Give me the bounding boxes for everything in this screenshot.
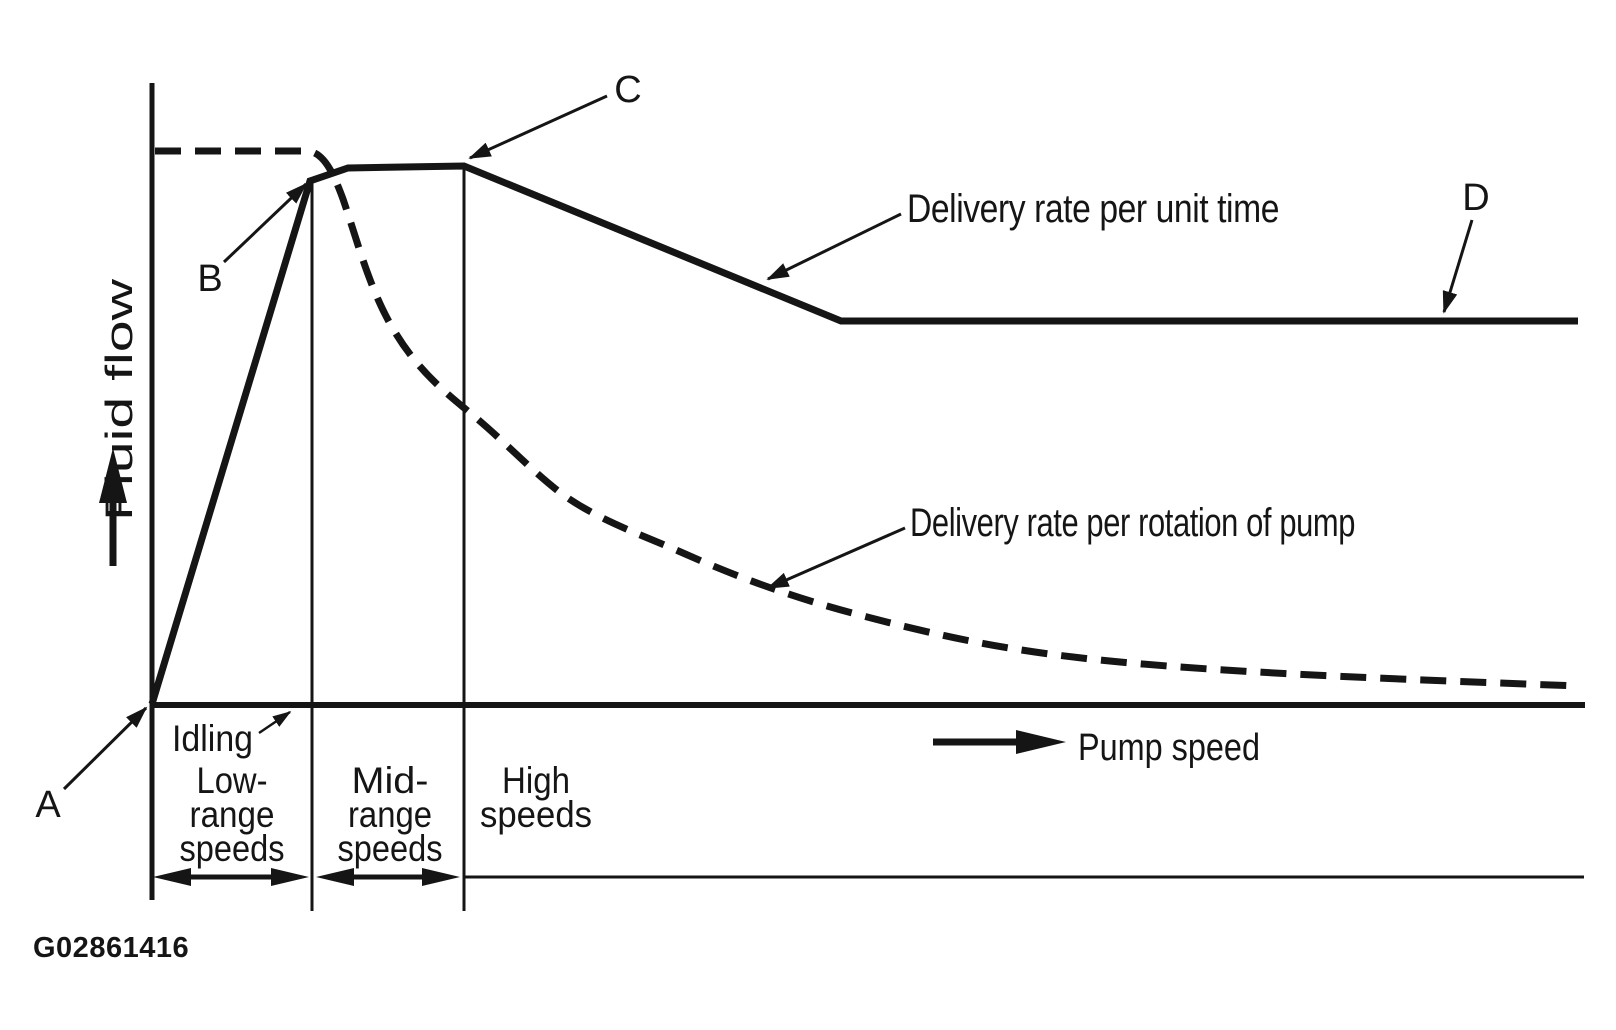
point-c-arrow: [468, 94, 608, 160]
point-b-arrow: [222, 182, 308, 264]
low-range-label: Low- range speeds: [180, 760, 285, 869]
high-speeds-line2: speeds: [480, 794, 592, 835]
x-axis: Pump speed: [150, 702, 1585, 769]
dashed-curve-arrow: [766, 526, 906, 590]
mid-range-label: Mid- range speeds: [338, 760, 443, 869]
low-range-line3: speeds: [180, 828, 285, 869]
dashed-curve-annotation: Delivery rate per rotation of pump: [766, 501, 1356, 590]
point-b-label: B: [197, 258, 222, 300]
low-range-span-right-head: [271, 868, 309, 886]
mid-range-span-right-head: [422, 868, 460, 886]
idling-annotation: Idling: [172, 710, 292, 759]
solid-curve-arrow: [766, 212, 902, 281]
high-speeds-label: High speeds: [480, 760, 592, 835]
low-range-line2: range: [190, 794, 275, 835]
dashed-curve-delivery-per-rotation: [155, 147, 1579, 690]
point-d-label: D: [1462, 177, 1489, 219]
idling-label: Idling: [172, 718, 253, 759]
x-arrow-head: [1016, 730, 1066, 754]
low-range-span-left-head: [153, 868, 191, 886]
high-speeds-line1: High: [502, 760, 570, 801]
point-c-annotation: C: [468, 69, 642, 160]
x-axis-direction-arrow-icon: [933, 730, 1066, 754]
y-arrow-head: [99, 448, 127, 503]
x-axis-label: Pump speed: [1078, 727, 1260, 769]
mid-range-line2: range: [348, 794, 432, 835]
idling-arrow: [258, 710, 292, 735]
point-a-label: A: [35, 784, 61, 826]
point-a-arrow: [62, 706, 148, 791]
y-axis: Fluid flow: [99, 83, 155, 900]
mid-range-span-arrow: [316, 868, 460, 886]
mid-range-span-left-head: [316, 868, 354, 886]
mid-range-line1: Mid-: [352, 760, 429, 801]
solid-curve-delivery-per-unit-time: [148, 162, 1578, 706]
point-d-annotation: D: [1442, 177, 1490, 314]
solid-curve-label: Delivery rate per unit time: [907, 187, 1279, 231]
low-range-line1: Low-: [197, 760, 268, 801]
point-d-arrow: [1442, 219, 1474, 314]
point-a-annotation: A: [35, 706, 148, 826]
y-axis-direction-arrow-icon: [99, 448, 127, 566]
figure-id-code: G02861416: [33, 932, 189, 964]
solid-curve-annotation: Delivery rate per unit time: [766, 187, 1280, 281]
low-range-span-arrow: [153, 868, 309, 886]
dashed-curve-label: Delivery rate per rotation of pump: [910, 501, 1355, 545]
point-b-annotation: B: [197, 182, 308, 300]
mid-range-line3: speeds: [338, 828, 443, 869]
point-c-label: C: [614, 69, 641, 111]
reference-lines: [310, 167, 1584, 911]
